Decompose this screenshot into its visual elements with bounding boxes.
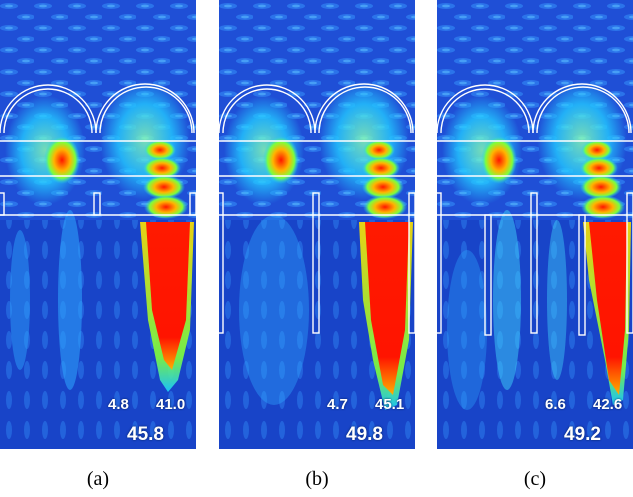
- field-map-b: [219, 0, 415, 449]
- total-value-a: 45.8: [127, 424, 164, 445]
- caption-a: (a): [86, 468, 110, 490]
- right-value-b: 45.1: [375, 396, 405, 413]
- field-panel-c: 6.6 42.6 49.2: [437, 0, 633, 449]
- right-value-c: 42.6: [593, 396, 623, 413]
- left-value-c: 6.6: [545, 396, 566, 413]
- right-value-a: 41.0: [156, 396, 186, 413]
- field-map-a: [0, 0, 196, 449]
- caption-c: (c): [523, 468, 547, 490]
- total-value-c: 49.2: [564, 424, 601, 445]
- left-value-a: 4.8: [108, 396, 129, 413]
- total-value-b: 49.8: [346, 424, 383, 445]
- field-panel-a: 4.8 41.0 45.8: [0, 0, 196, 449]
- left-value-b: 4.7: [327, 396, 348, 413]
- field-panel-b: 4.7 45.1 49.8: [219, 0, 415, 449]
- field-map-c: [437, 0, 633, 449]
- caption-b: (b): [305, 468, 329, 490]
